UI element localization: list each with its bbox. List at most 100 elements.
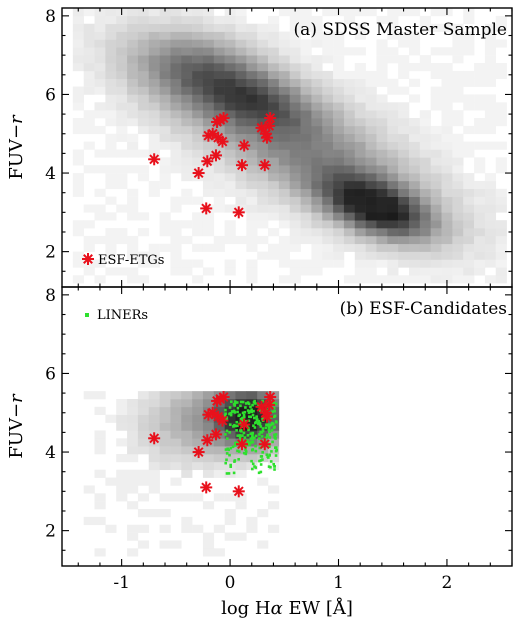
x-tick-label: 0 bbox=[225, 573, 236, 593]
density-cell bbox=[322, 78, 334, 87]
liner-point bbox=[244, 448, 247, 451]
density-cell bbox=[213, 15, 225, 25]
density-cell bbox=[213, 493, 225, 502]
density-cell bbox=[268, 157, 280, 166]
density-cell bbox=[170, 438, 182, 447]
density-cell bbox=[376, 157, 388, 166]
esf-etg-point bbox=[209, 428, 222, 441]
density-cell bbox=[137, 259, 150, 268]
liner-point bbox=[236, 424, 239, 428]
density-cell bbox=[181, 70, 193, 80]
density-cell bbox=[268, 501, 280, 510]
density-cell bbox=[441, 243, 453, 252]
density-cell bbox=[94, 446, 106, 455]
density-cell bbox=[387, 196, 399, 205]
density-cell bbox=[257, 55, 269, 64]
liner-point bbox=[273, 465, 276, 468]
density-cell bbox=[289, 55, 301, 64]
density-cell bbox=[322, 39, 334, 48]
density-cell bbox=[289, 141, 301, 150]
density-cell bbox=[94, 23, 106, 32]
density-cell bbox=[463, 78, 475, 87]
density-cell bbox=[300, 86, 312, 95]
density-cell bbox=[94, 438, 106, 447]
density-cell bbox=[83, 165, 95, 174]
density-cell bbox=[408, 157, 421, 166]
density-cell bbox=[430, 23, 442, 32]
density-cell bbox=[387, 110, 399, 119]
density-cell bbox=[484, 94, 497, 103]
density-cell bbox=[116, 235, 128, 245]
density-cell bbox=[181, 220, 193, 229]
density-cell bbox=[94, 55, 106, 64]
density-cell bbox=[333, 55, 345, 64]
density-cell bbox=[441, 180, 453, 190]
liner-point bbox=[252, 416, 256, 420]
density-cell bbox=[322, 86, 334, 95]
density-cell bbox=[213, 438, 225, 447]
density-cell bbox=[137, 23, 150, 32]
density-cell bbox=[354, 63, 366, 72]
density-cell bbox=[116, 204, 128, 213]
density-cell bbox=[72, 39, 84, 48]
density-cell bbox=[181, 110, 193, 119]
density-cell bbox=[235, 501, 247, 510]
density-cell bbox=[463, 39, 475, 48]
density-cell bbox=[94, 47, 106, 56]
density-cell bbox=[224, 438, 236, 447]
density-cell bbox=[105, 141, 117, 150]
density-cell bbox=[408, 8, 421, 17]
density-cell bbox=[137, 228, 150, 237]
density-cell bbox=[278, 235, 291, 245]
density-cell bbox=[105, 173, 117, 182]
density-cell bbox=[224, 430, 236, 439]
density-cell bbox=[278, 118, 291, 127]
density-cell bbox=[246, 398, 258, 408]
density-cell bbox=[192, 141, 204, 150]
density-cell bbox=[246, 204, 258, 213]
density-cell bbox=[170, 251, 182, 260]
density-cell bbox=[213, 173, 225, 182]
density-cell bbox=[452, 165, 464, 174]
density-cell bbox=[213, 55, 225, 64]
density-cell bbox=[159, 47, 171, 56]
density-cell bbox=[137, 118, 150, 127]
density-cell bbox=[419, 228, 431, 237]
density-cell bbox=[213, 204, 225, 213]
density-cell bbox=[289, 118, 301, 127]
density-cell bbox=[300, 110, 312, 119]
density-cell bbox=[419, 110, 431, 119]
density-cell bbox=[72, 31, 84, 40]
density-cell bbox=[105, 251, 117, 260]
density-cell bbox=[213, 31, 225, 40]
density-cell bbox=[235, 493, 247, 502]
liner-point bbox=[244, 444, 248, 448]
density-cell bbox=[289, 125, 301, 135]
density-cell bbox=[72, 275, 84, 284]
liner-point bbox=[268, 436, 272, 439]
liner-point bbox=[261, 451, 264, 454]
liner-point bbox=[253, 426, 257, 429]
density-cell bbox=[408, 259, 421, 268]
density-cell bbox=[452, 70, 464, 80]
esf-etg-point bbox=[258, 159, 271, 172]
density-cell bbox=[170, 540, 182, 549]
density-cell bbox=[181, 149, 193, 158]
density-cell bbox=[127, 39, 139, 48]
density-cell bbox=[257, 47, 269, 56]
density-cell bbox=[484, 275, 497, 284]
density-cell bbox=[376, 78, 388, 87]
density-cell bbox=[105, 110, 117, 119]
density-cell bbox=[268, 196, 280, 205]
density-cell bbox=[398, 275, 410, 284]
liner-point bbox=[244, 419, 248, 423]
density-cell bbox=[311, 212, 323, 221]
density-cell bbox=[484, 102, 497, 111]
liner-point bbox=[238, 413, 242, 417]
density-cell bbox=[419, 267, 431, 276]
density-cell bbox=[300, 196, 312, 205]
liner-point bbox=[261, 427, 265, 430]
density-cell bbox=[289, 243, 301, 252]
density-cell bbox=[354, 212, 366, 221]
density-cell bbox=[268, 173, 280, 182]
